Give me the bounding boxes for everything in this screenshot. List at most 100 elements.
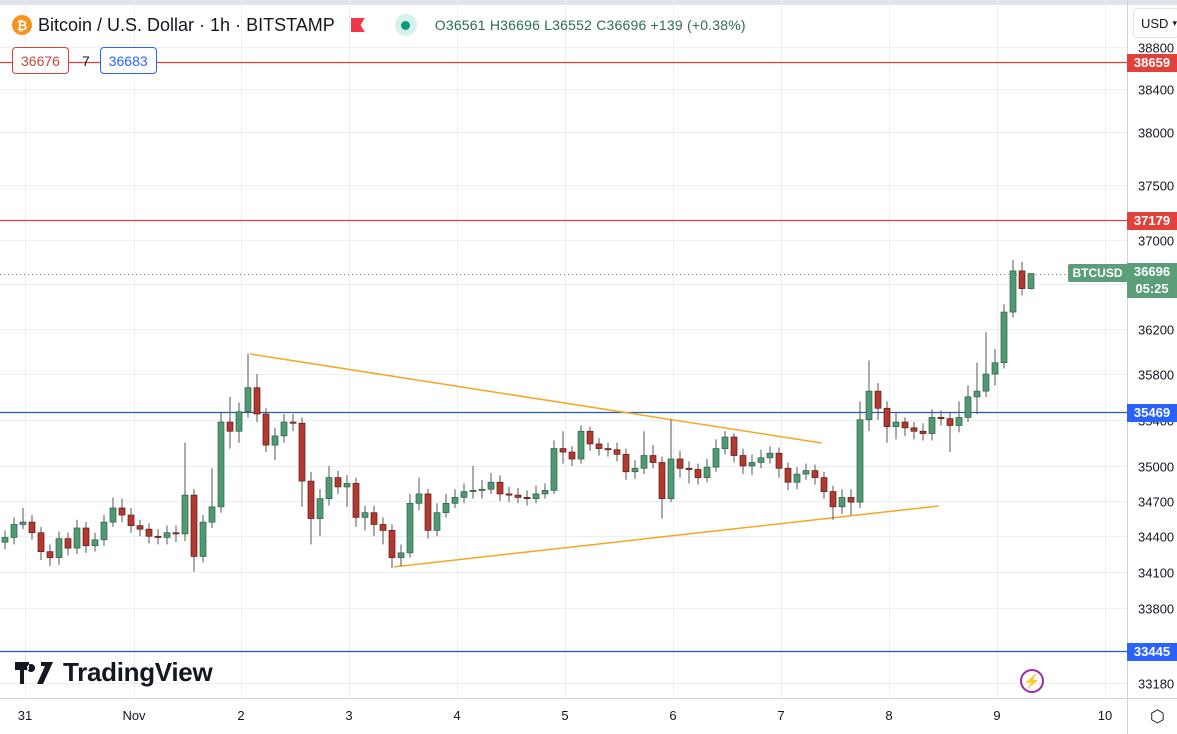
candle	[109, 497, 117, 527]
candle	[721, 431, 729, 455]
candle	[289, 414, 297, 432]
candle-body-up	[73, 527, 81, 549]
candle	[397, 544, 405, 566]
candle	[694, 463, 702, 485]
candle	[73, 519, 81, 555]
candle-body-up	[802, 470, 810, 475]
candle	[343, 475, 351, 507]
candle-body-down	[820, 477, 828, 492]
symbol-title[interactable]: Bitcoin / U.S. Dollar · 1h · BITSTAMP	[38, 14, 335, 35]
price-tick-label: 35800	[1138, 367, 1175, 382]
support-price-label: 35469	[1127, 403, 1177, 422]
candle-body-down	[253, 387, 261, 415]
candle-body-up	[100, 521, 108, 541]
time-tick-label: 6	[669, 708, 677, 723]
candle-body-down	[811, 470, 819, 478]
grid	[0, 0, 1127, 698]
candle	[145, 523, 153, 544]
candle-body-up	[640, 455, 648, 469]
candle-body-down	[514, 494, 522, 498]
market-open-dot-icon	[394, 14, 417, 36]
candle	[856, 401, 864, 508]
candle	[388, 524, 396, 569]
candle	[154, 529, 162, 545]
candle-body-down	[613, 449, 621, 455]
candle-body-down	[559, 448, 567, 453]
tradingview-logo[interactable]: TradingView	[15, 657, 213, 688]
candle	[703, 458, 711, 483]
candle	[379, 517, 387, 545]
candle-body-down	[307, 480, 315, 519]
last-price: 36696	[1133, 264, 1171, 279]
candle-body-down	[910, 427, 918, 432]
candle	[1, 530, 9, 550]
candle	[91, 532, 99, 552]
candle-body-down	[649, 455, 657, 463]
candle-body-down	[919, 430, 927, 434]
candle	[361, 505, 369, 531]
sell-button[interactable]: 36676	[12, 47, 69, 74]
candle-body-up	[550, 448, 558, 491]
candle-body-down	[829, 491, 837, 508]
candle-body-down	[784, 467, 792, 483]
candle-body-up	[532, 493, 540, 499]
candle-body-up	[667, 458, 675, 499]
price-tick-label: 37000	[1138, 233, 1175, 248]
candle-body-up	[991, 362, 999, 375]
candle	[271, 427, 279, 461]
candle-body-up	[109, 507, 117, 523]
candle	[955, 401, 963, 433]
bar-countdown: 05:25	[1135, 281, 1169, 296]
candle-body-down	[37, 532, 45, 553]
candle	[100, 515, 108, 546]
candle	[775, 447, 783, 478]
settings-icon[interactable]: ⬡	[1150, 707, 1165, 726]
candle-body-up	[397, 552, 405, 558]
bolt-icon[interactable]: ⚡	[1020, 669, 1044, 693]
candle	[802, 463, 810, 480]
candle	[910, 422, 918, 440]
flag-icon[interactable]	[350, 18, 365, 32]
candle	[757, 449, 765, 469]
resistance-price-label: 38659	[1127, 53, 1177, 72]
time-tick-label: 10	[1097, 708, 1113, 723]
candle-body-down	[901, 421, 909, 429]
spread-value: 7	[81, 52, 90, 69]
candle	[685, 461, 693, 484]
buy-button[interactable]: 36683	[99, 47, 157, 74]
candle	[595, 438, 603, 456]
candle	[901, 417, 909, 436]
currency-label: USD	[1141, 15, 1169, 31]
candle	[712, 439, 720, 472]
candle-body-up	[478, 488, 486, 491]
candle-body-down	[127, 514, 135, 526]
candle	[1000, 304, 1008, 369]
candle	[19, 507, 27, 530]
candle-body-up	[217, 421, 225, 508]
price-tick-label: 34400	[1138, 529, 1175, 544]
candle-body-up	[712, 448, 720, 468]
candle	[937, 410, 945, 426]
candle-body-up	[793, 473, 801, 483]
price-tick-label: 34100	[1138, 565, 1175, 580]
candle	[532, 485, 540, 504]
time-tick-label: Nov	[122, 708, 146, 723]
time-tick-label: 9	[993, 708, 1001, 723]
candle-body-down	[685, 467, 693, 470]
candle-body-up	[199, 521, 207, 557]
candle	[451, 489, 459, 508]
time-tick-label: 7	[777, 708, 785, 723]
candle-body-down	[739, 455, 747, 467]
candle	[1009, 259, 1017, 318]
candle	[973, 362, 981, 415]
candle	[478, 479, 486, 499]
candle-body-up	[856, 419, 864, 503]
candle-body-down	[352, 483, 360, 518]
candle	[118, 498, 126, 523]
candle-body-down	[379, 524, 387, 531]
candle	[199, 515, 207, 563]
currency-select[interactable]: USD ▾	[1133, 8, 1177, 38]
candle	[649, 445, 657, 469]
candle-body-up	[955, 417, 963, 426]
